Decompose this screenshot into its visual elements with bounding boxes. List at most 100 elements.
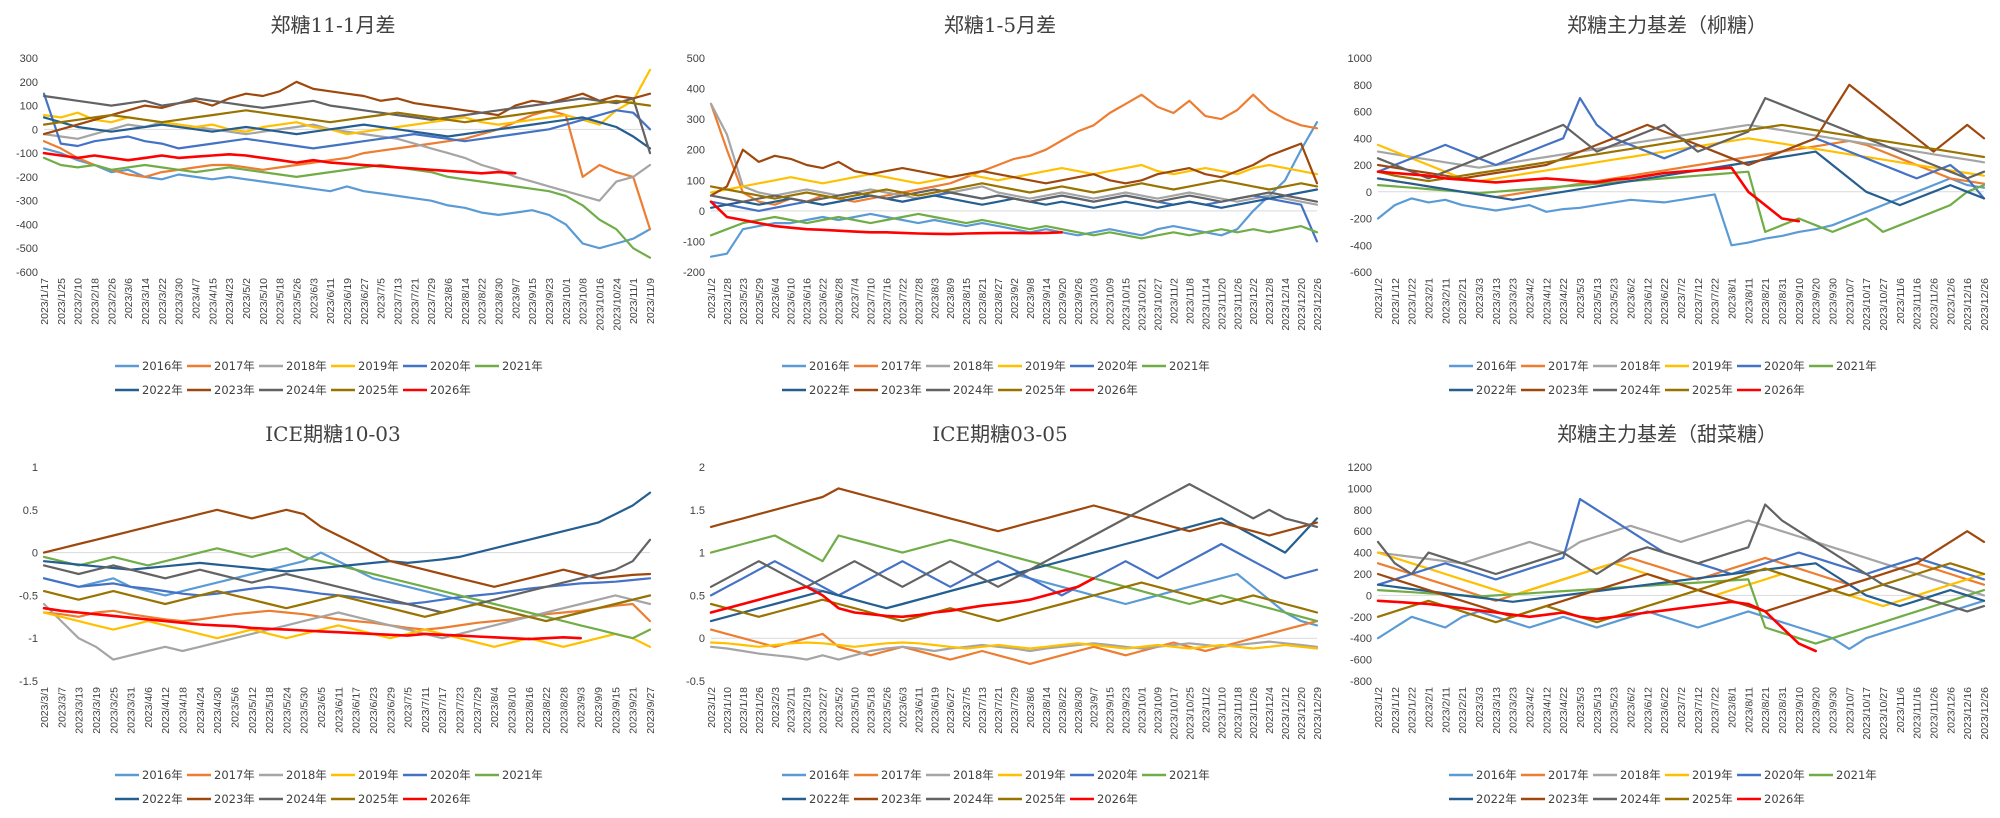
x-tick-label: 2023/2/19: [802, 687, 814, 734]
x-tick-label: 2023/11/16: [1912, 278, 1924, 330]
x-tick-label: 2023/10/27: [1878, 687, 1890, 740]
series-line-2018年: [1376, 519, 1986, 597]
x-tick-label: 2023/5/12: [247, 687, 259, 734]
x-tick-label: 2023/7/29: [426, 278, 438, 325]
legend-label: 2016年: [809, 359, 850, 373]
x-tick-label: 2023/5/18: [275, 278, 287, 325]
series-line-2024年: [42, 538, 652, 614]
legend-label: 2020年: [1764, 359, 1805, 373]
x-tick-label: 2023/4/15: [207, 278, 219, 325]
x-tick-label: 2023/7/21: [993, 687, 1005, 734]
x-tick-label: 2023/5/26: [881, 687, 893, 734]
x-tick-label: 2023/1/10: [722, 687, 734, 734]
x-tick-label: 2023/5/10: [258, 278, 270, 325]
series-line-2023年: [709, 142, 1319, 197]
x-tick-label: 2023/9/7: [1089, 687, 1101, 728]
x-tick-label: 2023/3/13: [1491, 687, 1503, 734]
x-tick-label: 2023/4/6: [143, 687, 155, 728]
x-tick-label: 2023/5/18: [865, 687, 877, 734]
legend-label: 2021年: [1169, 768, 1210, 782]
y-tick-label: 2: [699, 462, 705, 474]
x-tick-label: 2023/3/23: [1508, 278, 1520, 325]
x-tick-label: 2023/4/12: [1541, 687, 1553, 734]
x-tick-label: 2023/9/30: [1828, 687, 1840, 734]
x-tick-label: 2023/11/16: [1912, 687, 1924, 739]
x-tick-label: 2023/8/21: [977, 278, 989, 325]
x-tick-label: 2023/8/11: [1743, 278, 1755, 324]
legend-label: 2023年: [1548, 792, 1589, 806]
y-tick-label: -800: [1350, 676, 1372, 688]
y-tick-label: 1000: [1348, 483, 1372, 495]
y-tick-label: -300: [16, 196, 38, 208]
x-tick-label: 2023/1/2: [706, 687, 718, 728]
x-tick-label: 2023/8/1: [1727, 687, 1739, 728]
series-line-2021年: [1376, 170, 1986, 233]
x-tick-label: 2023/6/23: [368, 687, 380, 734]
series-line-2024年: [709, 188, 1319, 203]
chart-panel-6: 郑糖主力基差（甜菜糖） -800 -600 -400 -200 0 200 400 600 800…: [1334, 409, 2000, 818]
y-tick-label: 500: [687, 53, 705, 65]
y-tick-label: 200: [687, 145, 705, 157]
legend-label: 2021年: [502, 359, 543, 373]
legend-label: 2023年: [1548, 383, 1589, 397]
x-tick-label: 2023/7/21: [409, 278, 421, 325]
x-tick-label: 2023/10/15: [1121, 278, 1133, 331]
legend-label: 2016年: [809, 768, 850, 782]
x-tick-label: 2023/5/10: [850, 687, 862, 734]
x-tick-label: 2023/7/16: [881, 278, 893, 325]
x-tick-label: 2023/11/14: [1200, 278, 1212, 330]
series-line-2026年: [1376, 166, 1801, 223]
x-tick-label: 2023/6/22: [1659, 687, 1671, 734]
x-tick-label: 2023/7/23: [455, 687, 467, 734]
legend-label: 2026年: [430, 792, 471, 806]
x-tick-label: 2023/6/12: [1642, 278, 1654, 325]
x-tick-label: 2023/2/1: [1424, 278, 1436, 319]
x-tick-label: 2023/12/16: [1962, 278, 1974, 331]
series-line-2023年: [42, 508, 652, 588]
x-tick-label: 2023/2/10: [73, 278, 85, 325]
x-tick-label: 2023/10/9: [1105, 278, 1117, 325]
y-tick-label: -0.5: [19, 590, 38, 602]
x-tick-label: 2023/12/14: [1280, 278, 1292, 331]
x-tick-label: 2023/8/22: [477, 278, 489, 325]
series-line-2022年: [42, 116, 652, 150]
x-tick-label: 2023/3/13: [1491, 278, 1503, 325]
x-tick-label: 2023/1/2: [1373, 278, 1385, 319]
x-tick-label: 2023/12/26: [1979, 278, 1991, 331]
legend-label: 2024年: [953, 383, 994, 397]
x-tick-label: 2023/8/27: [993, 278, 1005, 325]
x-tick-label: 2023/9/15: [610, 687, 622, 734]
x-tick-label: 2023/7/4: [850, 278, 862, 319]
x-tick-label: 2023/10/16: [595, 278, 607, 331]
series-line-2024年: [1376, 97, 1986, 180]
x-tick-label: 2023/10/1: [1137, 687, 1149, 734]
x-tick-label: 2023/12/20: [1296, 687, 1308, 740]
x-tick-label: 2023/9/23: [1121, 687, 1133, 734]
x-tick-label: 2023/6/19: [929, 687, 941, 734]
x-tick-label: 2023/5/24: [281, 687, 293, 734]
x-tick-label: 2023/8/4: [489, 687, 501, 728]
x-tick-label: 2023/6/3: [308, 278, 320, 319]
x-tick-label: 2023/6/17: [351, 687, 363, 734]
x-tick-label: 2023/3/19: [91, 687, 103, 734]
series-line-2018年: [1376, 123, 1986, 169]
x-tick-label: 2023/4/2: [1525, 278, 1537, 319]
x-tick-label: 2023/10/8: [578, 278, 590, 325]
y-tick-label: -200: [683, 267, 705, 279]
x-tick-label: 2023/3/25: [108, 687, 120, 734]
series-line-2024年: [42, 94, 652, 155]
x-tick-label: 2023/5/30: [299, 687, 311, 734]
y-tick-label: 100: [20, 101, 38, 113]
y-tick-label: 0: [699, 206, 705, 218]
legend-label: 2016年: [142, 359, 183, 373]
x-tick-label: 2023/9/26: [1073, 278, 1085, 325]
x-tick-label: 2023/7/13: [977, 687, 989, 734]
x-tick-label: 2023/9/27: [645, 687, 657, 734]
series-line-2020年: [42, 92, 652, 150]
x-tick-label: 2023/4/23: [224, 278, 236, 325]
x-tick-label: 2023/7/2: [1676, 687, 1688, 728]
x-tick-label: 2023/6/16: [802, 278, 814, 325]
legend-label: 2020年: [430, 768, 471, 782]
x-tick-label: 2023/5/26: [292, 278, 304, 325]
legend-label: 2018年: [286, 359, 327, 373]
